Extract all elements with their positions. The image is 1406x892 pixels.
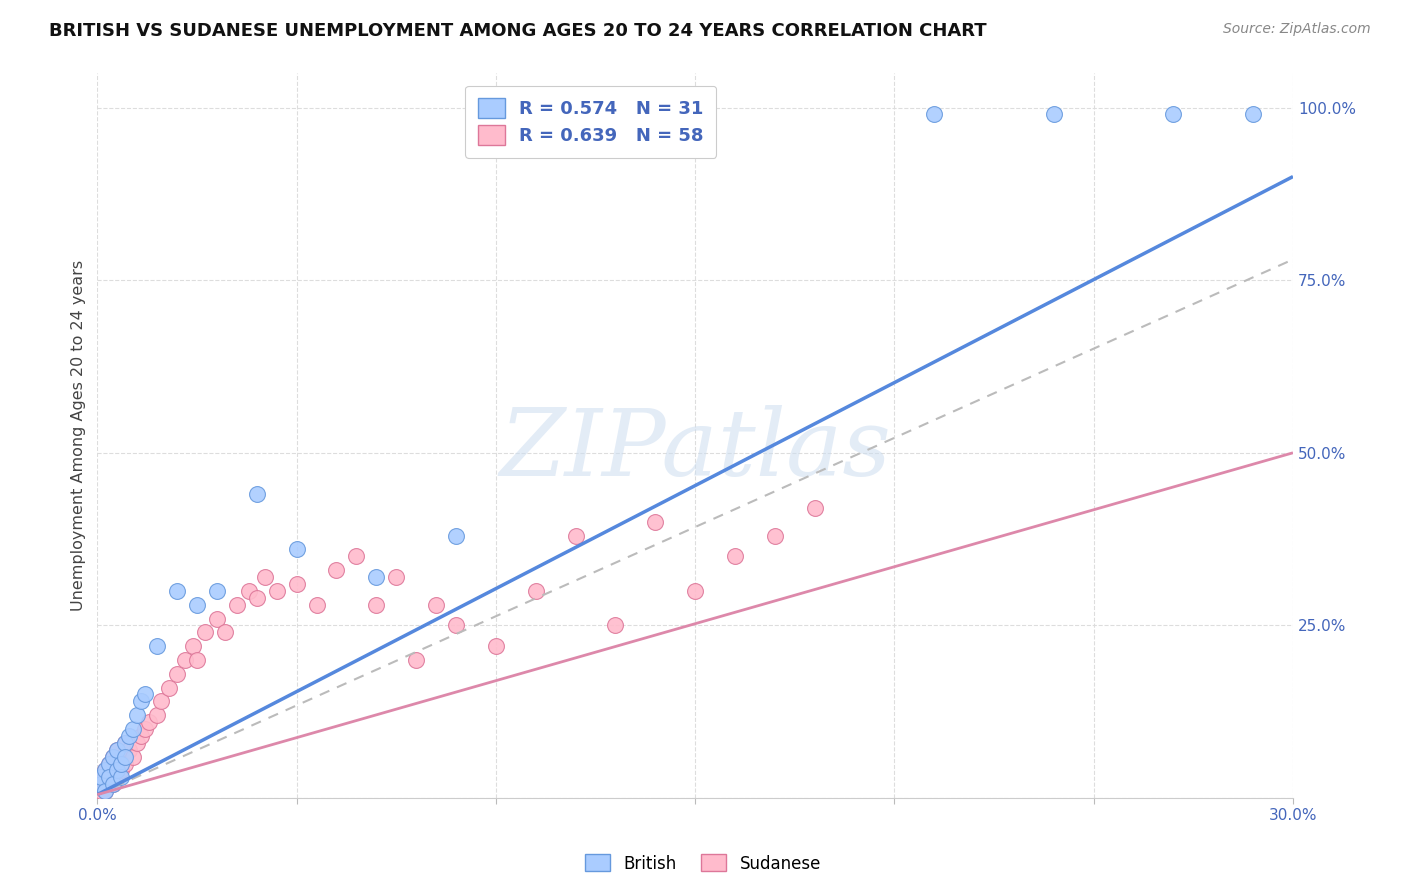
- Point: [174, 653, 197, 667]
- Point: [94, 784, 117, 798]
- Point: [724, 549, 747, 564]
- Point: [90, 784, 112, 798]
- Point: [385, 570, 408, 584]
- Point: [110, 749, 132, 764]
- Point: [194, 625, 217, 640]
- Text: ZIPatlas: ZIPatlas: [499, 405, 891, 495]
- Point: [564, 529, 586, 543]
- Point: [344, 549, 367, 564]
- Point: [127, 708, 149, 723]
- Text: Source: ZipAtlas.com: Source: ZipAtlas.com: [1223, 22, 1371, 37]
- Point: [266, 583, 288, 598]
- Point: [90, 777, 112, 791]
- Point: [366, 570, 388, 584]
- Point: [186, 598, 208, 612]
- Point: [405, 653, 427, 667]
- Point: [238, 583, 260, 598]
- Point: [146, 639, 169, 653]
- Point: [105, 756, 128, 771]
- Point: [1241, 107, 1264, 121]
- Point: [157, 681, 180, 695]
- Point: [1043, 107, 1066, 121]
- Point: [325, 563, 347, 577]
- Point: [94, 764, 117, 778]
- Point: [98, 777, 121, 791]
- Point: [105, 742, 128, 756]
- Point: [763, 529, 786, 543]
- Point: [98, 756, 121, 771]
- Point: [644, 515, 666, 529]
- Point: [103, 777, 125, 791]
- Point: [90, 770, 112, 784]
- Point: [186, 653, 208, 667]
- Point: [134, 688, 156, 702]
- Point: [127, 736, 149, 750]
- Legend: R = 0.574   N = 31, R = 0.639   N = 58: R = 0.574 N = 31, R = 0.639 N = 58: [465, 86, 717, 158]
- Point: [166, 583, 188, 598]
- Point: [103, 749, 125, 764]
- Point: [105, 764, 128, 778]
- Point: [444, 529, 467, 543]
- Point: [98, 756, 121, 771]
- Point: [246, 487, 269, 501]
- Point: [485, 639, 508, 653]
- Point: [110, 764, 132, 778]
- Point: [114, 756, 136, 771]
- Text: BRITISH VS SUDANESE UNEMPLOYMENT AMONG AGES 20 TO 24 YEARS CORRELATION CHART: BRITISH VS SUDANESE UNEMPLOYMENT AMONG A…: [49, 22, 987, 40]
- Point: [118, 729, 141, 743]
- Point: [146, 708, 169, 723]
- Point: [90, 777, 112, 791]
- Point: [924, 107, 946, 121]
- Point: [105, 742, 128, 756]
- Point: [103, 764, 125, 778]
- Point: [122, 749, 145, 764]
- Point: [134, 722, 156, 736]
- Point: [1163, 107, 1185, 121]
- Point: [138, 715, 160, 730]
- Point: [166, 666, 188, 681]
- Point: [129, 729, 152, 743]
- Point: [103, 749, 125, 764]
- Point: [683, 583, 706, 598]
- Point: [150, 694, 173, 708]
- Point: [181, 639, 204, 653]
- Point: [105, 770, 128, 784]
- Point: [114, 749, 136, 764]
- Point: [605, 618, 627, 632]
- Point: [98, 770, 121, 784]
- Point: [129, 694, 152, 708]
- Point: [444, 618, 467, 632]
- Point: [246, 591, 269, 605]
- Point: [366, 598, 388, 612]
- Legend: British, Sudanese: British, Sudanese: [578, 847, 828, 880]
- Point: [94, 764, 117, 778]
- Point: [114, 736, 136, 750]
- Point: [253, 570, 276, 584]
- Point: [103, 777, 125, 791]
- Point: [803, 501, 825, 516]
- Point: [524, 583, 547, 598]
- Point: [285, 542, 308, 557]
- Point: [90, 770, 112, 784]
- Point: [205, 583, 228, 598]
- Point: [122, 722, 145, 736]
- Point: [118, 742, 141, 756]
- Point: [94, 777, 117, 791]
- Point: [98, 770, 121, 784]
- Point: [305, 598, 328, 612]
- Y-axis label: Unemployment Among Ages 20 to 24 years: Unemployment Among Ages 20 to 24 years: [72, 260, 86, 611]
- Point: [425, 598, 447, 612]
- Point: [285, 577, 308, 591]
- Point: [110, 756, 132, 771]
- Point: [205, 611, 228, 625]
- Point: [110, 770, 132, 784]
- Point: [214, 625, 236, 640]
- Point: [94, 784, 117, 798]
- Point: [225, 598, 247, 612]
- Point: [114, 736, 136, 750]
